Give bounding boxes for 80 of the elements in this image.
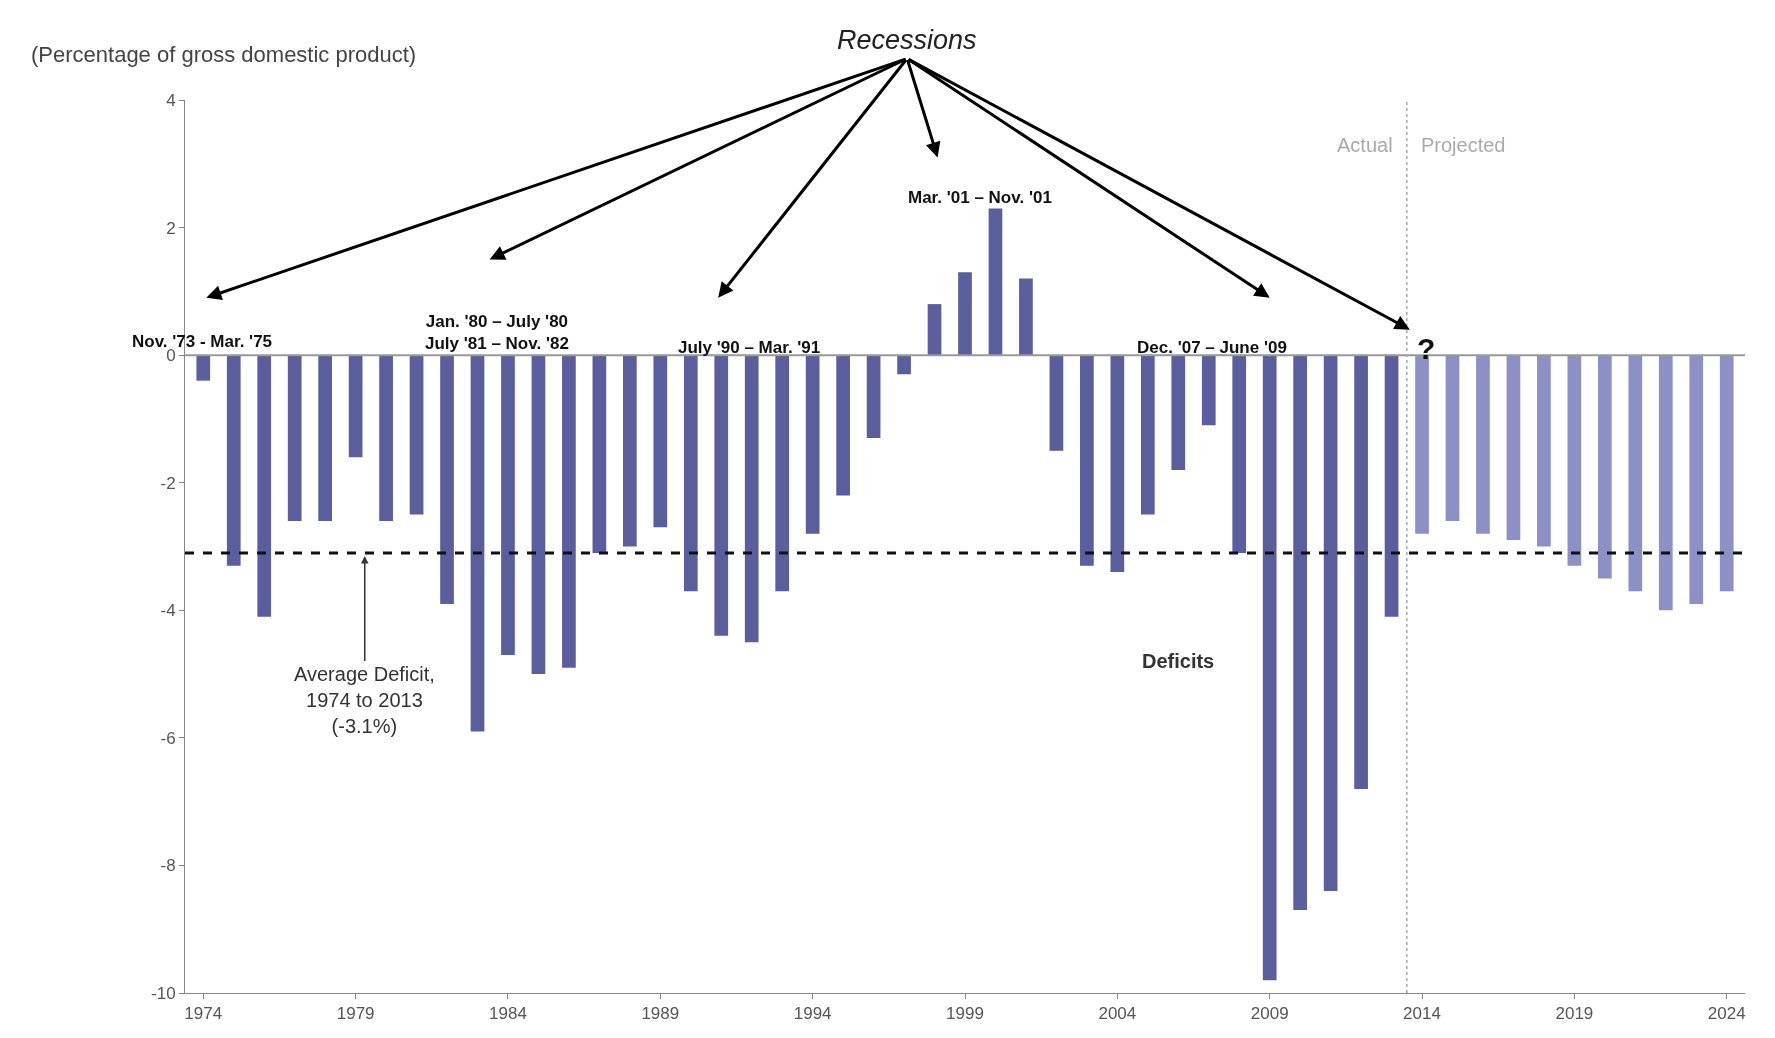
bar (1019, 278, 1033, 356)
bar (1445, 355, 1460, 521)
y-axis-title: (Percentage of gross domestic product) (31, 42, 417, 67)
bar (1110, 355, 1125, 573)
bar (409, 355, 424, 515)
x-tick-label: 2014 (1403, 1004, 1441, 1024)
bar (714, 355, 729, 636)
bar (1384, 355, 1399, 617)
x-tick-label: 2024 (1707, 1004, 1746, 1024)
bar (897, 355, 911, 375)
bar (988, 208, 1003, 356)
bar (1354, 355, 1368, 789)
bar (1323, 355, 1338, 891)
x-tick-label: 1979 (336, 1004, 375, 1024)
bar (1658, 355, 1673, 611)
bar (562, 355, 576, 668)
annotation: ? (1417, 332, 1436, 365)
y-tick-label: 4 (166, 90, 176, 110)
x-tick-label: 2019 (1555, 1004, 1594, 1024)
bar (196, 355, 211, 381)
bar (622, 355, 637, 547)
annotation: Jan. '80 – July '80 July '81 – Nov. '82 (425, 312, 569, 354)
y-tick-label: -4 (160, 601, 176, 621)
bar (1719, 355, 1734, 592)
bar (1201, 355, 1216, 426)
bar (836, 355, 850, 496)
bar (683, 355, 698, 592)
x-tick-label: 1999 (946, 1004, 984, 1024)
bar (653, 355, 668, 528)
x-tick-label: 1984 (489, 1004, 527, 1024)
x-tick-label: 2004 (1098, 1004, 1137, 1024)
bar (348, 355, 363, 458)
bar (287, 355, 302, 521)
bar (1597, 355, 1612, 579)
bar (1140, 355, 1155, 515)
bar (744, 355, 759, 643)
annotation: Mar. '01 – Nov. '01 (908, 188, 1052, 207)
bar (1476, 355, 1490, 534)
bar (379, 355, 393, 521)
y-tick-label: -10 (151, 983, 176, 1003)
bar (805, 355, 820, 534)
annotation: Deficits (1142, 650, 1215, 672)
ref-line-label: Average Deficit, 1974 to 2013 (-3.1%) (294, 663, 435, 737)
bar (1049, 355, 1064, 451)
x-tick-label: 2009 (1250, 1004, 1289, 1024)
bar (440, 355, 454, 604)
bar (866, 355, 881, 439)
bar (1567, 355, 1582, 566)
bar (1537, 355, 1551, 547)
annotation: Recessions (837, 25, 977, 55)
bar (257, 355, 272, 617)
annotation: Dec. '07 – June '09 (1137, 338, 1287, 357)
x-tick-label: 1989 (641, 1004, 680, 1024)
bar (1262, 355, 1277, 981)
bar (927, 304, 942, 356)
y-tick-label: -2 (160, 473, 176, 493)
bar (775, 355, 790, 592)
annotation: Projected (1421, 134, 1506, 156)
bar (501, 355, 515, 655)
bar (1628, 355, 1643, 592)
bar (1689, 355, 1704, 604)
bar (1506, 355, 1521, 541)
y-tick-label: -6 (160, 728, 176, 748)
y-tick-label: 2 (166, 218, 176, 238)
y-tick-label: 0 (166, 346, 176, 366)
bar (318, 355, 333, 521)
bar (1171, 355, 1186, 470)
bar (1232, 355, 1247, 553)
x-tick-label: 1974 (184, 1004, 223, 1024)
bar (1080, 355, 1094, 566)
bar (226, 355, 241, 566)
y-tick-label: -8 (160, 856, 176, 876)
x-tick-label: 1994 (793, 1004, 832, 1024)
bar (470, 355, 485, 732)
bar (958, 272, 972, 356)
bar (592, 355, 607, 553)
annotation: Actual (1337, 134, 1393, 156)
bar (531, 355, 546, 675)
bar (1293, 355, 1308, 911)
annotation: July '90 – Mar. '91 (678, 338, 821, 357)
